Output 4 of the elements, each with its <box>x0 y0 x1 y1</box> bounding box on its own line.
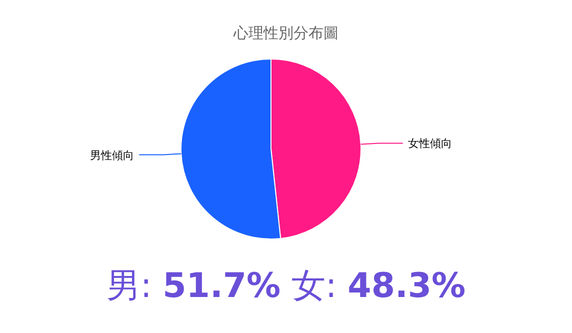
chart-title: 心理性別分布圖 <box>232 24 338 42</box>
text: 男: 51.7% 女: 48.3% <box>106 266 466 306</box>
slice-label: 男性傾向 <box>90 148 134 162</box>
slice-label: 女性傾向 <box>408 137 452 150</box>
